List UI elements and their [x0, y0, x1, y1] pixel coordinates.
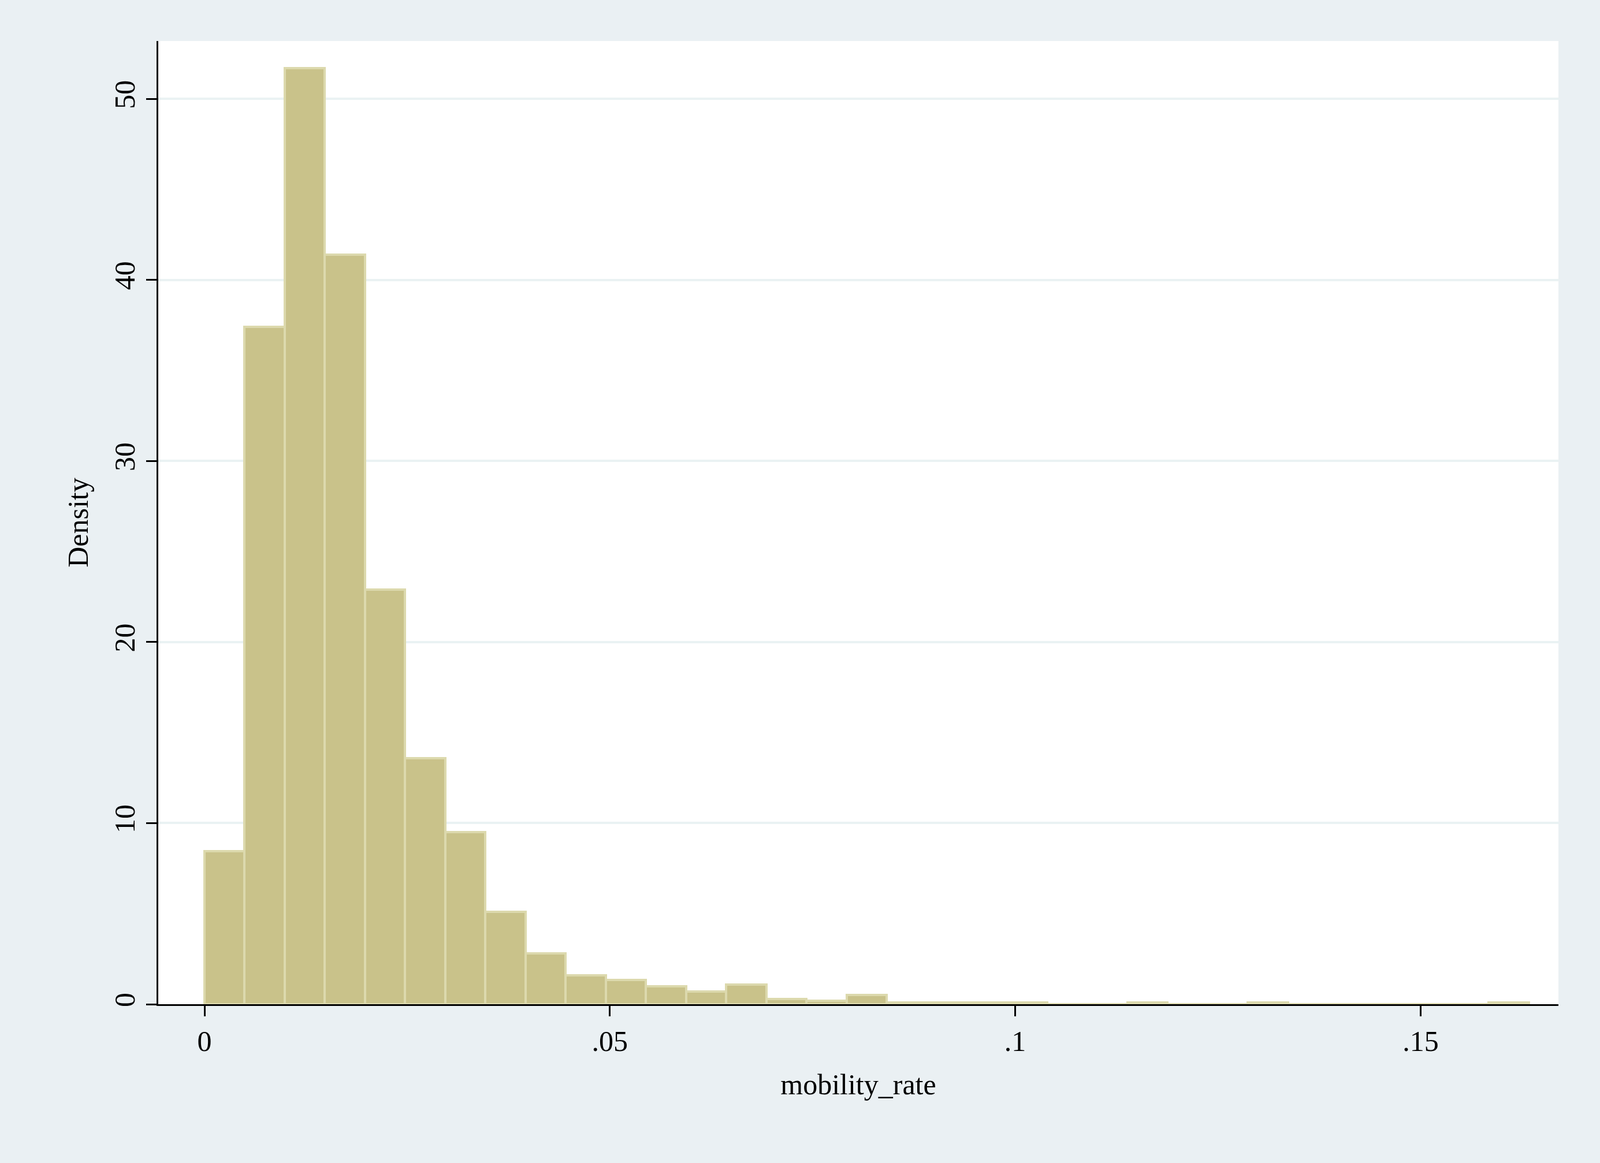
svg-text:.05: .05: [592, 1025, 629, 1058]
svg-text:40: 40: [108, 261, 141, 290]
svg-text:0: 0: [108, 992, 141, 1008]
svg-text:0: 0: [197, 1025, 212, 1058]
svg-text:mobility_rate: mobility_rate: [780, 1068, 936, 1101]
svg-text:20: 20: [108, 623, 141, 653]
svg-text:50: 50: [108, 80, 141, 110]
svg-text:.1: .1: [1004, 1025, 1027, 1058]
svg-text:Density: Density: [61, 477, 95, 568]
svg-text:.15: .15: [1402, 1025, 1439, 1058]
svg-text:10: 10: [108, 804, 141, 834]
svg-text:30: 30: [108, 442, 141, 472]
